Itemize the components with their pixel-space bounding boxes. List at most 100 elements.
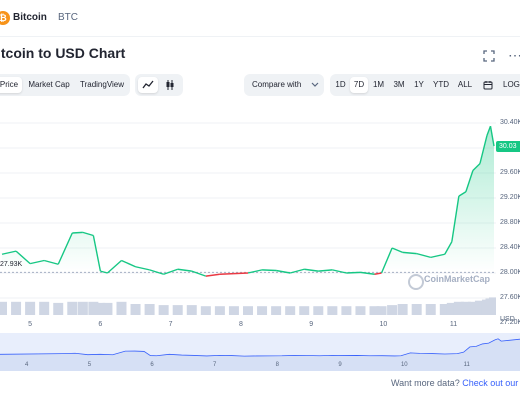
volume-bar [200,306,211,315]
range-1d[interactable]: 1D [335,80,346,89]
volume-bar [453,301,464,315]
volume-bar [116,301,127,315]
y-tick-label: 27.60K [500,294,520,301]
volume-bar [387,305,398,315]
price-line-segment [205,273,220,277]
current-price-tag: 30.03 [496,141,520,152]
price-line-segment [43,259,59,265]
y-tick-label: 29.60K [500,169,520,176]
navigator-tick-label: 7 [213,362,217,368]
price-line-segment [304,268,319,272]
y-tick-label: 30.40K [500,119,520,126]
range-all[interactable]: ALL [457,80,473,89]
low-price-label: 27.93K [0,261,23,268]
price-line-segment [82,231,94,237]
chevron-down-icon [311,82,319,87]
volume-bar [77,301,88,315]
volume-bar [257,306,268,315]
tab-price[interactable]: Price [0,77,22,93]
range-1m[interactable]: 1M [372,80,385,89]
x-tick-label: 6 [98,321,103,328]
volume-bar [376,306,387,315]
tab-market-cap[interactable]: Market Cap [28,80,70,89]
price-line-segment [275,269,291,274]
price-line-segment [430,253,445,259]
price-line-segment [121,259,136,268]
volume-bar [474,300,485,315]
chart-type-tabs [0,74,130,96]
price-chart[interactable] [0,103,496,318]
candlestick-button[interactable] [160,77,180,93]
x-tick-label: 7 [168,321,173,328]
price-line-segment [149,269,164,275]
compare-with-dropdown[interactable]: Compare with [244,74,324,96]
price-line-segment [380,247,393,274]
coin-name[interactable]: Bitcoin [13,12,47,23]
volume-bar [243,306,253,315]
x-tick-label: 9 [309,321,314,328]
price-line-segment [163,268,178,275]
price-line-segment [1,250,17,255]
price-line-segment [479,135,488,164]
price-line-segment [247,269,263,274]
range-3m[interactable]: 3M [393,80,405,89]
volume-bar [369,306,380,315]
y-tick-label: 27.20K [500,319,520,326]
y-tick-label: 29.20K [500,194,520,201]
navigator-tick-label: 4 [25,362,29,368]
volume-bar [25,301,36,315]
volume-bar [186,305,197,315]
more-options-icon[interactable]: ⋯ [508,47,520,63]
price-line-segment [191,270,207,277]
volume-bar [397,304,408,315]
price-line-segment [489,126,495,147]
volume-bar [172,305,183,315]
price-line-segment [360,271,375,275]
price-line-segment [177,268,192,272]
range-1y[interactable]: 1Y [414,80,424,89]
calendar-icon[interactable] [483,80,493,90]
volume-bar [271,306,282,315]
price-line-segment [135,266,150,271]
price-line-segment [262,269,277,272]
volume-bar [228,306,239,315]
price-line-segment [233,272,249,275]
coin-header: ₿ Bitcoin BTC [0,0,520,37]
price-line-segment [57,232,73,265]
price-line-segment [29,259,45,265]
volume-bar [158,305,169,315]
footer-promo: Want more data? Check out our A [391,378,520,388]
line-chart-button[interactable] [138,77,158,93]
price-line-segment [451,196,460,242]
footer-link[interactable]: Check out our A [462,378,520,388]
y-tick-label: 28.00K [500,269,520,276]
price-line-segment [374,272,382,275]
range-7d[interactable]: 7D [350,77,368,93]
volume-bar [341,306,352,315]
range-ytd[interactable]: YTD [433,80,449,89]
volume-bar [285,306,296,315]
volume-bar [355,306,366,315]
coinmarketcap-logo-icon [408,274,424,290]
volume-bar [446,302,457,315]
price-line-segment [289,268,305,274]
volume-bar [460,301,471,315]
volume-bar [214,306,225,315]
volume-bar [467,301,478,315]
watermark-text: CoinMarketCap [424,274,491,284]
navigator-tick-label: 9 [338,362,342,368]
volume-bars [0,297,496,315]
range-navigator[interactable]: 4 5 6 7 8 9 10 11 [0,333,520,371]
volume-bar [0,301,7,315]
volume-bar [102,302,113,315]
price-line-segment [318,269,333,272]
fullscreen-icon[interactable] [483,50,495,62]
log-scale-toggle[interactable]: LOG [503,80,520,89]
price-line-segment [402,251,417,255]
y-axis-unit: USD [500,316,515,323]
tab-tradingview[interactable]: TradingView [79,80,125,89]
price-area [2,126,494,273]
volume-bar [95,302,106,315]
volume-bar [489,297,496,315]
y-tick-label: 28.80K [500,219,520,226]
